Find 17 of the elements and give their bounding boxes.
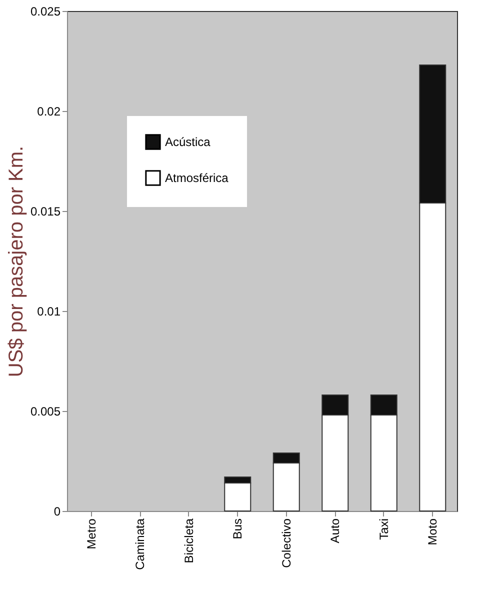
legend-label: Atmosférica (165, 171, 229, 185)
y-tick-label: 0.005 (30, 404, 61, 418)
x-tick-label: Moto (426, 518, 440, 546)
y-tick-label: 0 (54, 504, 61, 518)
y-tick-label: 0.015 (30, 204, 61, 218)
x-tick-label: Taxi (376, 518, 391, 540)
x-tick-label: Bicicleta (182, 518, 196, 564)
x-tick-label: Caminata (133, 518, 148, 570)
x-tick-label: Auto (328, 518, 342, 544)
y-axis-title: US$ por pasajero por Km. (5, 146, 28, 378)
x-tick-label: Colectivo (279, 518, 294, 568)
y-tick-label: 0.02 (37, 104, 61, 118)
y-tick-label: 0.025 (30, 4, 61, 18)
x-tick-label: Bus (230, 518, 245, 540)
y-tick-label: 0.01 (37, 304, 61, 318)
x-tick-label: Metro (84, 518, 98, 550)
legend-label: Acústica (165, 135, 211, 149)
